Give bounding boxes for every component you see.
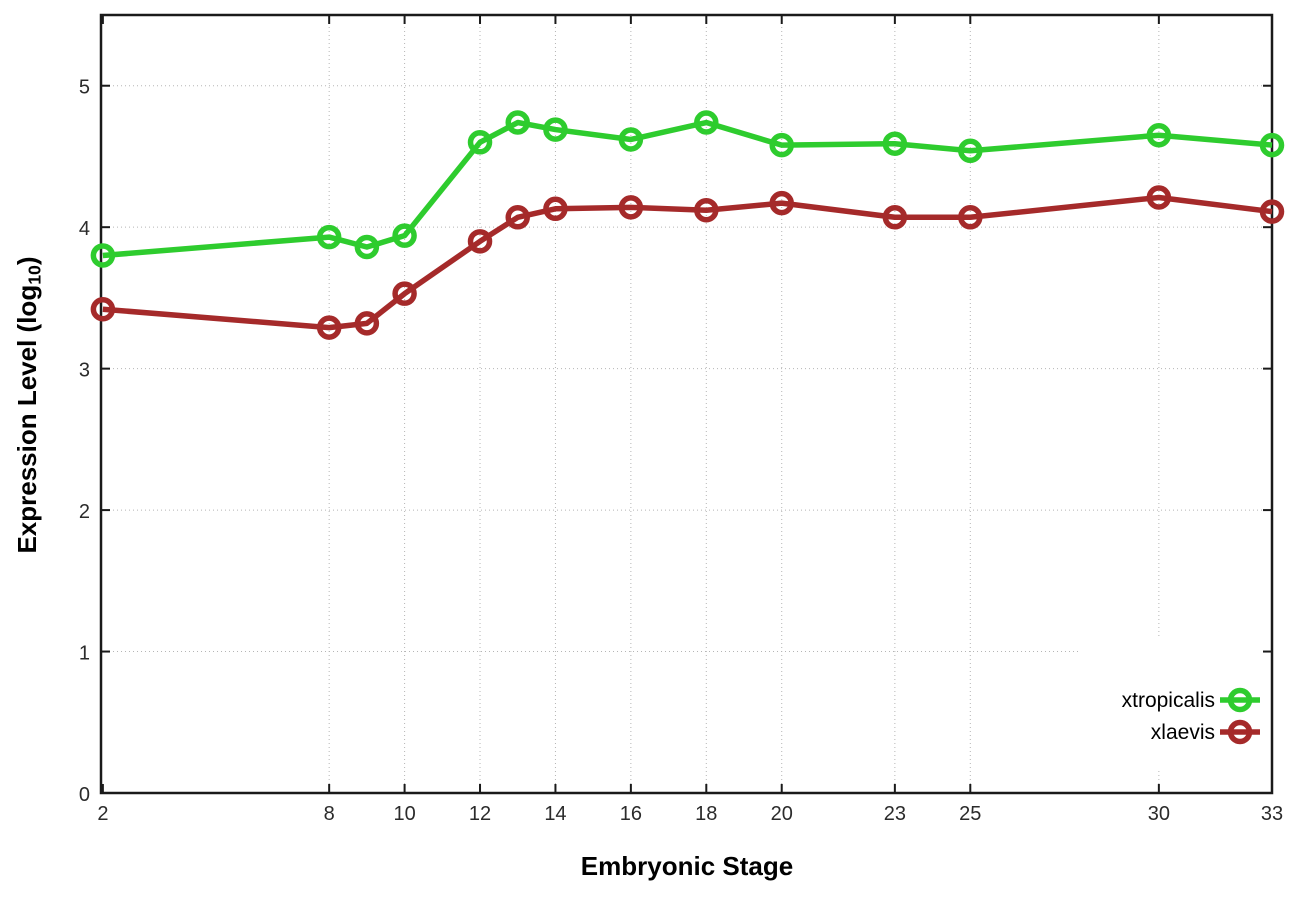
data-point-xtropicalis xyxy=(505,110,530,135)
data-point-xtropicalis xyxy=(618,127,644,152)
x-axis-title: Embryonic Stage xyxy=(0,851,1296,882)
data-point-xlaevis xyxy=(694,197,719,223)
data-point-xlaevis xyxy=(505,205,530,230)
x-tick-label: 18 xyxy=(695,803,717,825)
data-point-xlaevis xyxy=(354,311,380,336)
y-tick-label: 3 xyxy=(79,360,90,382)
series-line-xtropicalis xyxy=(102,119,1273,259)
series-line-xlaevis xyxy=(102,194,1273,331)
data-point-xlaevis xyxy=(618,195,644,220)
data-point-xlaevis xyxy=(1259,199,1285,224)
y-axis-title-subscript: 10 xyxy=(24,265,45,285)
x-tick-label: 14 xyxy=(544,803,566,825)
x-axis-title-text: Embryonic Stage xyxy=(580,851,794,881)
data-point-xlaevis xyxy=(316,315,342,340)
data-point-xtropicalis xyxy=(1259,132,1285,158)
y-tick-label: 1 xyxy=(79,643,90,665)
data-point-xtropicalis xyxy=(543,117,568,142)
x-tick-label: 12 xyxy=(469,803,491,825)
data-point-xlaevis xyxy=(467,229,493,254)
data-point-xlaevis xyxy=(392,281,417,306)
y-axis-title-text: Expression Level (log xyxy=(12,284,42,554)
data-point-xtropicalis xyxy=(316,224,342,250)
data-point-xtropicalis xyxy=(392,223,417,248)
data-point-xtropicalis xyxy=(467,130,493,155)
data-point-xtropicalis xyxy=(882,131,908,156)
data-point-xtropicalis xyxy=(90,243,116,268)
y-tick-label: 2 xyxy=(79,501,90,523)
data-point-xtropicalis xyxy=(769,132,794,158)
y-tick-label: 0 xyxy=(79,784,90,806)
x-tick-label: 23 xyxy=(884,803,906,825)
y-tick-label: 5 xyxy=(79,77,90,99)
data-point-xlaevis xyxy=(90,296,116,322)
data-point-xtropicalis xyxy=(354,234,380,260)
data-point-xlaevis xyxy=(769,190,794,216)
legend-background xyxy=(1078,638,1267,770)
x-tick-label: 16 xyxy=(620,803,642,825)
y-axis-title: Expression Level (log10) xyxy=(12,155,45,655)
x-tick-label: 8 xyxy=(324,803,335,825)
legend-marker-xtropicalis xyxy=(1227,687,1253,713)
data-point-xtropicalis xyxy=(958,138,983,164)
data-point-xlaevis xyxy=(543,196,568,222)
data-point-xlaevis xyxy=(958,205,983,230)
x-tick-label: 10 xyxy=(393,803,415,825)
x-tick-label: 30 xyxy=(1148,803,1170,825)
data-point-xtropicalis xyxy=(1146,122,1172,148)
plot-border xyxy=(99,13,1274,795)
data-point-xlaevis xyxy=(1146,185,1172,210)
x-tick-label: 20 xyxy=(771,803,793,825)
y-tick-label: 4 xyxy=(79,218,90,240)
y-axis-title-close: ) xyxy=(12,256,42,266)
data-point-xtropicalis xyxy=(694,110,719,135)
x-tick-label: 2 xyxy=(97,803,108,825)
x-tick-label: 25 xyxy=(959,803,981,825)
legend-label-xlaevis: xlaevis xyxy=(1151,721,1215,744)
x-tick-label: 33 xyxy=(1261,803,1283,825)
legend-marker-xlaevis xyxy=(1227,719,1253,745)
legend-label-xtropicalis: xtropicalis xyxy=(1122,689,1215,712)
data-point-xlaevis xyxy=(882,205,908,230)
